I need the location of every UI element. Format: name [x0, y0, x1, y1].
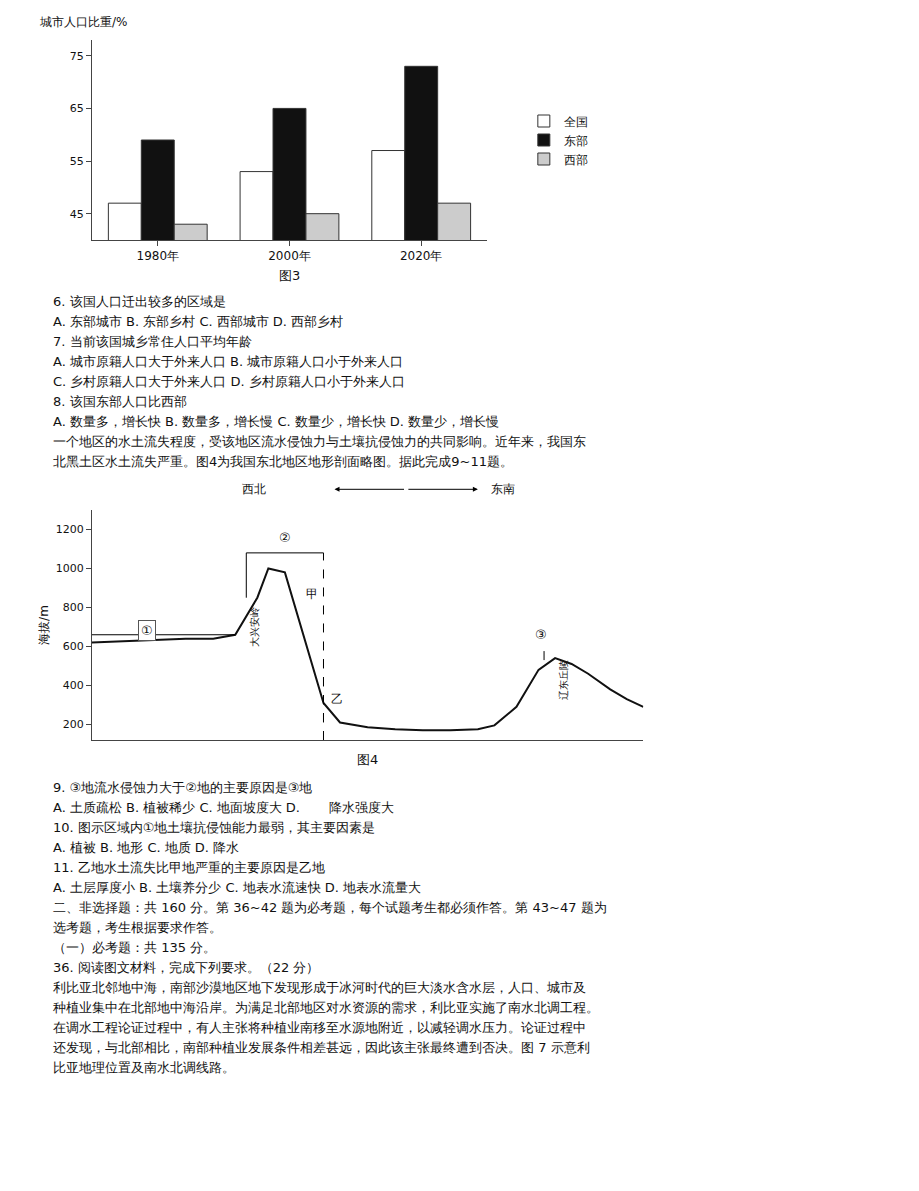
svg-text:A. 植被 B. 地形 C. 地质 D. 降水: A. 植被 B. 地形 C. 地质 D. 降水: [53, 840, 239, 855]
svg-text:A. 东部城市 B. 东部乡村 C. 西部城市 D. 西部乡: A. 东部城市 B. 东部乡村 C. 西部城市 D. 西部乡村: [53, 314, 343, 329]
svg-text:55: 55: [70, 155, 84, 168]
svg-text:10. 图示区域内①地土壤抗侵蚀能力最弱，其主要因素是: 10. 图示区域内①地土壤抗侵蚀能力最弱，其主要因素是: [53, 820, 375, 835]
svg-text:2000年: 2000年: [268, 249, 311, 263]
svg-text:9. ③地流水侵蚀力大于②地的主要原因是③地: 9. ③地流水侵蚀力大于②地的主要原因是③地: [53, 780, 313, 795]
svg-text:400: 400: [63, 679, 84, 692]
svg-text:比亚地理位置及南水北调线路。: 比亚地理位置及南水北调线路。: [53, 1060, 235, 1075]
svg-text:A. 土层厚度小 B. 土壤养分少 C. 地表水流速快 D.: A. 土层厚度小 B. 土壤养分少 C. 地表水流速快 D. 地表水流量大: [53, 880, 421, 895]
svg-text:东部: 东部: [564, 134, 588, 148]
svg-text:大兴安岭: 大兴安岭: [249, 607, 260, 647]
svg-text:1980年: 1980年: [136, 249, 179, 263]
svg-text:6. 该国人口迁出较多的区域是: 6. 该国人口迁出较多的区域是: [53, 294, 226, 309]
svg-text:一个地区的水土流失程度，受该地区流水侵蚀力与土壤抗侵蚀力的共: 一个地区的水土流失程度，受该地区流水侵蚀力与土壤抗侵蚀力的共同影响。近年来，我国…: [53, 434, 586, 449]
svg-text:600: 600: [63, 640, 84, 653]
svg-text:西部: 西部: [564, 153, 588, 167]
svg-text:1200: 1200: [56, 523, 84, 536]
svg-text:200: 200: [63, 718, 84, 731]
svg-text:65: 65: [70, 102, 84, 115]
svg-text:7. 当前该国城乡常住人口平均年龄: 7. 当前该国城乡常住人口平均年龄: [53, 334, 252, 349]
svg-text:西北: 西北: [242, 482, 266, 496]
svg-text:A. 数量多，增长快 B. 数量多，增长慢 C. 数量少，增: A. 数量多，增长快 B. 数量多，增长慢 C. 数量少，增长快 D. 数量少，…: [53, 414, 499, 429]
svg-text:2020年: 2020年: [400, 249, 443, 263]
svg-text:全国: 全国: [564, 115, 588, 129]
svg-text:36. 阅读图文材料，完成下列要求。（22 分）: 36. 阅读图文材料，完成下列要求。（22 分）: [53, 960, 319, 975]
svg-text:A. 城市原籍人口大于外来人口 B. 城市原籍人口小于外来人: A. 城市原籍人口大于外来人口 B. 城市原籍人口小于外来人口: [53, 354, 403, 369]
svg-text:种植业集中在北部地中海沿岸。为满足北部地区对水资源的需求，利: 种植业集中在北部地中海沿岸。为满足北部地区对水资源的需求，利比亚实施了南水北调工…: [53, 1000, 599, 1015]
svg-text:45: 45: [70, 208, 84, 221]
svg-text:利比亚北邻地中海，南部沙漠地区地下发现形成于冰河时代的巨大淡: 利比亚北邻地中海，南部沙漠地区地下发现形成于冰河时代的巨大淡水含水层，人口、城市…: [53, 980, 586, 995]
svg-text:图4: 图4: [357, 752, 378, 767]
svg-text:还发现，与北部相比，南部种植业发展条件相差甚远，因此该主张最: 还发现，与北部相比，南部种植业发展条件相差甚远，因此该主张最终遭到否决。图 7 …: [53, 1040, 590, 1055]
svg-text:A. 土质疏松 B. 植被稀少 C. 地面坡度大 D.: A. 土质疏松 B. 植被稀少 C. 地面坡度大 D. 降水强度大: [53, 800, 394, 815]
svg-text:8. 该国东部人口比西部: 8. 该国东部人口比西部: [53, 394, 187, 409]
svg-text:乙: 乙: [331, 692, 343, 706]
svg-text:800: 800: [63, 601, 84, 614]
svg-text:甲: 甲: [306, 587, 318, 601]
svg-text:东南: 东南: [491, 482, 515, 496]
svg-text:海拔/m: 海拔/m: [37, 605, 51, 645]
svg-text:选考题，考生根据要求作答。: 选考题，考生根据要求作答。: [53, 920, 222, 935]
svg-text:辽东丘陵: 辽东丘陵: [558, 660, 569, 700]
svg-text:11. 乙地水土流失比甲地严重的主要原因是乙地: 11. 乙地水土流失比甲地严重的主要原因是乙地: [53, 860, 325, 875]
svg-text:①: ①: [141, 623, 153, 638]
svg-text:（一）必考题：共 135 分。: （一）必考题：共 135 分。: [53, 940, 216, 955]
svg-text:二、非选择题：共 160 分。第 36~42 题为必考题，每: 二、非选择题：共 160 分。第 36~42 题为必考题，每个试题考生都必须作答…: [53, 900, 607, 915]
svg-text:②: ②: [279, 530, 291, 545]
svg-text:城市人口比重/%: 城市人口比重/%: [39, 15, 127, 29]
svg-text:③: ③: [535, 627, 547, 642]
svg-text:在调水工程论证过程中，有人主张将种植业南移至水源地附近，以减: 在调水工程论证过程中，有人主张将种植业南移至水源地附近，以减轻调水压力。论证过程…: [53, 1020, 586, 1035]
svg-text:北黑土区水土流失严重。图4为我国东北地区地形剖面略图。据此完: 北黑土区水土流失严重。图4为我国东北地区地形剖面略图。据此完成9~11题。: [53, 454, 513, 469]
svg-text:1000: 1000: [56, 562, 84, 575]
svg-text:C. 乡村原籍人口大于外来人口 D. 乡村原籍人口小于外来人: C. 乡村原籍人口大于外来人口 D. 乡村原籍人口小于外来人口: [53, 374, 405, 389]
svg-text:75: 75: [70, 50, 84, 63]
svg-text:图3: 图3: [279, 268, 300, 283]
